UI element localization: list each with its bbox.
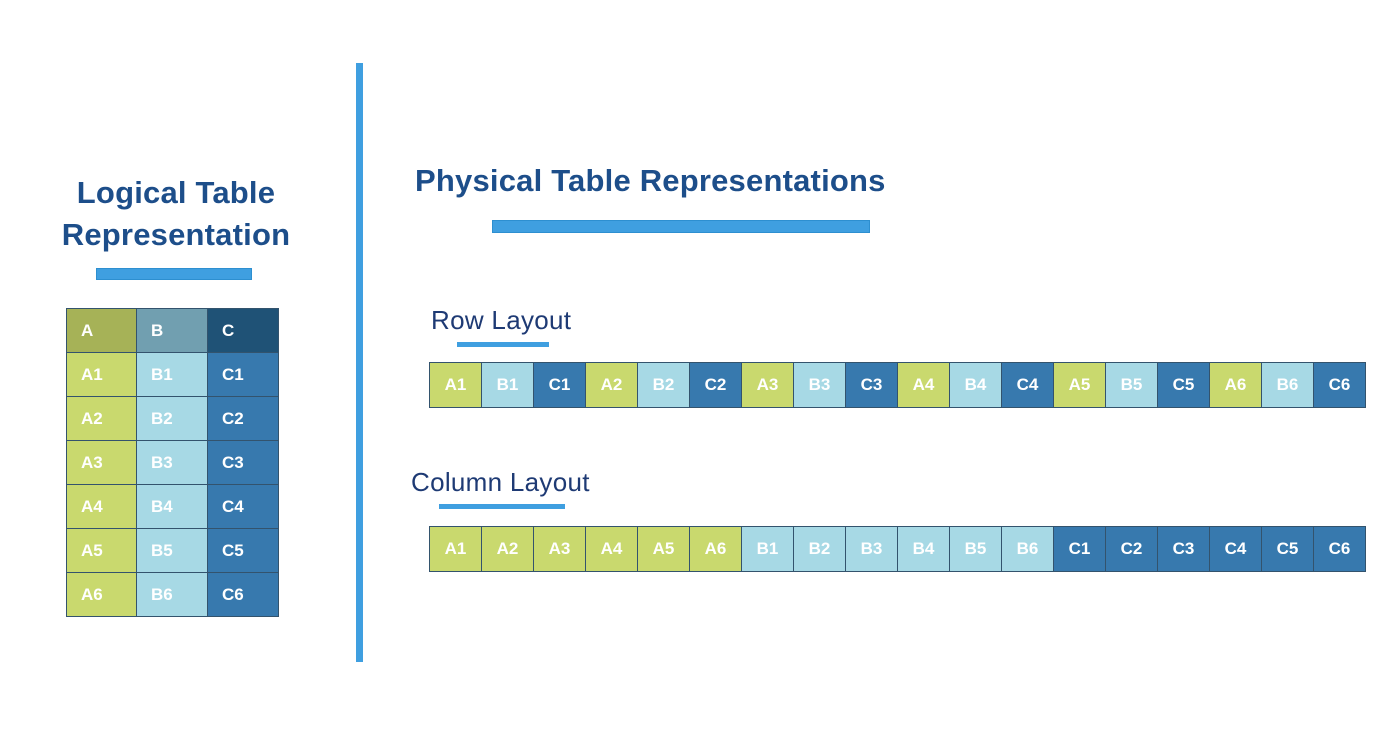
cell-a1-logical: A1 [67, 353, 136, 396]
cell-b2-row: B2 [638, 363, 689, 407]
cell-b6-col: B6 [1002, 527, 1053, 571]
physical-table-title: Physical Table Representations [415, 163, 886, 198]
cell-b-header: B [137, 309, 207, 352]
logical-title-underline [96, 268, 252, 280]
cell-c5-logical: C5 [208, 529, 278, 572]
cell-c5-col: C5 [1262, 527, 1313, 571]
cell-c4-logical: C4 [208, 485, 278, 528]
cell-a6-logical: A6 [67, 573, 136, 616]
cell-c6-logical: C6 [208, 573, 278, 616]
cell-a1-col: A1 [430, 527, 481, 571]
cell-c2-row: C2 [690, 363, 741, 407]
cell-c3-logical: C3 [208, 441, 278, 484]
cell-c-header: C [208, 309, 278, 352]
cell-a3-row: A3 [742, 363, 793, 407]
cell-b4-logical: B4 [137, 485, 207, 528]
cell-a4-row: A4 [898, 363, 949, 407]
cell-c4-col: C4 [1210, 527, 1261, 571]
cell-b1-logical: B1 [137, 353, 207, 396]
cell-c3-col: C3 [1158, 527, 1209, 571]
cell-b5-row: B5 [1106, 363, 1157, 407]
logical-table-title: Logical Table Representation [61, 175, 291, 252]
cell-a1-row: A1 [430, 363, 481, 407]
cell-b4-row: B4 [950, 363, 1001, 407]
cell-c2-col: C2 [1106, 527, 1157, 571]
cell-b2-logical: B2 [137, 397, 207, 440]
cell-a2-row: A2 [586, 363, 637, 407]
cell-b3-col: B3 [846, 527, 897, 571]
cell-a4-col: A4 [586, 527, 637, 571]
cell-c1-logical: C1 [208, 353, 278, 396]
cell-b1-col: B1 [742, 527, 793, 571]
cell-c4-row: C4 [1002, 363, 1053, 407]
cell-a5-logical: A5 [67, 529, 136, 572]
cell-b5-logical: B5 [137, 529, 207, 572]
cell-a3-col: A3 [534, 527, 585, 571]
row-layout-strip: A1 B1 C1 A2 B2 C2 A3 B3 C3 A4 B4 C4 A5 B5 C5 A6 B6 C6 [429, 362, 1366, 408]
section-divider [356, 63, 363, 662]
cell-c1-row: C1 [534, 363, 585, 407]
cell-b6-row: B6 [1262, 363, 1313, 407]
column-layout-underline [439, 504, 565, 509]
cell-a5-row: A5 [1054, 363, 1105, 407]
cell-c3-row: C3 [846, 363, 897, 407]
cell-c1-col: C1 [1054, 527, 1105, 571]
cell-a2-col: A2 [482, 527, 533, 571]
cell-a-header: A [67, 309, 136, 352]
row-layout-label: Row Layout [431, 305, 572, 335]
cell-a2-logical: A2 [67, 397, 136, 440]
cell-c5-row: C5 [1158, 363, 1209, 407]
column-layout-strip: A1 A2 A3 A4 A5 A6 B1 B2 B3 B4 B5 B6 C1 C2 C3 C4 C5 C6 [429, 526, 1366, 572]
cell-c6-col: C6 [1314, 527, 1365, 571]
cell-c2-logical: C2 [208, 397, 278, 440]
cell-a3-logical: A3 [67, 441, 136, 484]
row-layout-underline [457, 342, 549, 347]
cell-a4-logical: A4 [67, 485, 136, 528]
cell-b3-row: B3 [794, 363, 845, 407]
column-layout-label: Column Layout [411, 467, 590, 497]
physical-title-underline [492, 220, 870, 233]
cell-b5-col: B5 [950, 527, 1001, 571]
cell-b6-logical: B6 [137, 573, 207, 616]
cell-a6-col: A6 [690, 527, 741, 571]
logical-table: A B C A1 B1 C1 A2 B2 C2 A3 B3 C3 A4 B4 C4 A5 B5 C5 A6 B6 C6 [66, 308, 279, 617]
cell-b4-col: B4 [898, 527, 949, 571]
cell-a5-col: A5 [638, 527, 689, 571]
cell-b2-col: B2 [794, 527, 845, 571]
cell-b1-row: B1 [482, 363, 533, 407]
cell-b3-logical: B3 [137, 441, 207, 484]
cell-c6-row: C6 [1314, 363, 1365, 407]
cell-a6-row: A6 [1210, 363, 1261, 407]
